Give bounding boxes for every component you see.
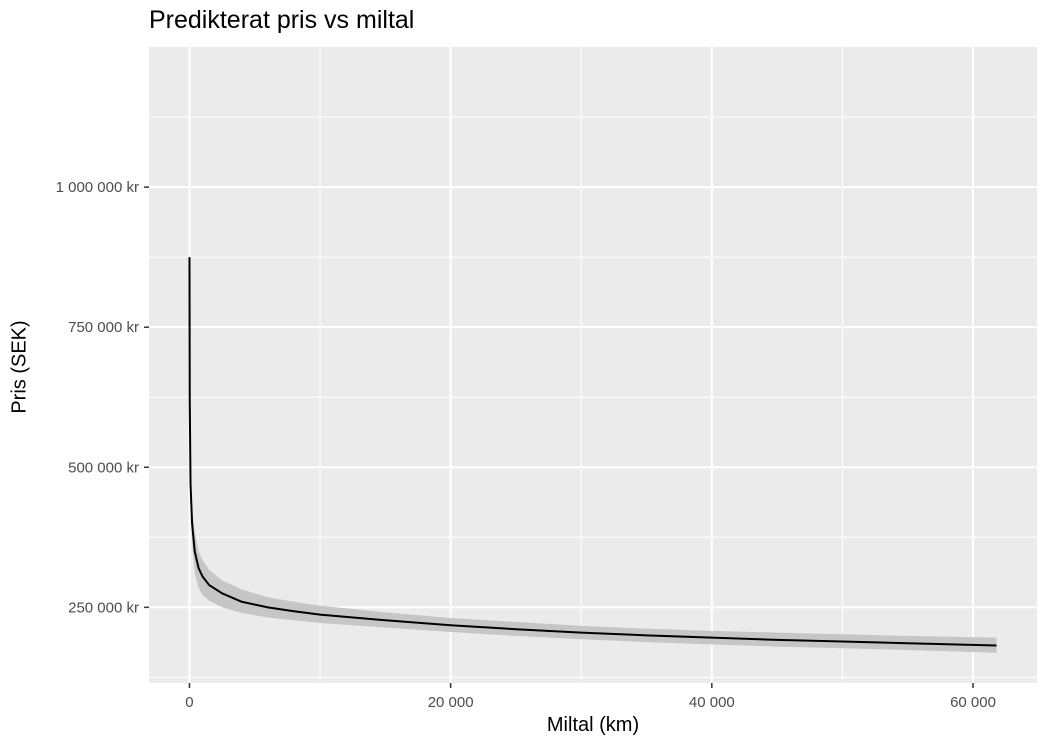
x-axis-label: Miltal (km) [546, 714, 640, 736]
y-tick-label: 500 000 kr [68, 459, 139, 476]
prediction-line [188, 257, 997, 647]
x-tick-label: 40 000 [689, 694, 735, 711]
minor-grid [149, 47, 1037, 683]
chart-title: Predikterat pris vs miltal [149, 6, 415, 34]
confidence-band [189, 257, 997, 653]
x-tick-label: 60 000 [950, 694, 996, 711]
x-tick-label: 20 000 [428, 694, 474, 711]
x-tick-label: 0 [185, 694, 193, 711]
y-tick-label: 1 000 000 kr [56, 179, 139, 196]
plot-panel [149, 47, 1037, 683]
y-axis: 250 000 kr 500 000 kr 750 000 kr 1 000 000 … [56, 179, 149, 616]
y-tick-label: 750 000 kr [68, 319, 139, 336]
x-axis: 0 20 000 40 000 60 000 [185, 683, 996, 711]
y-tick-label: 250 000 kr [68, 599, 139, 616]
